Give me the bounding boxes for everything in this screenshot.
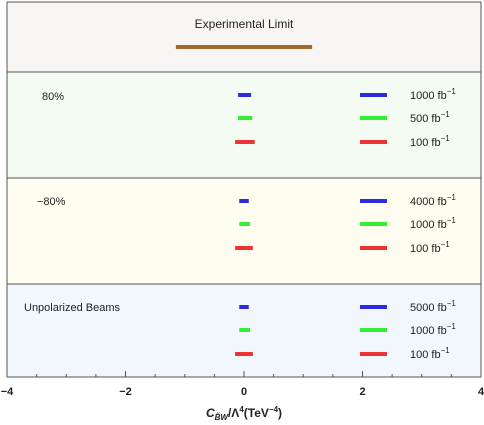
- x-tick-label: 4: [478, 386, 484, 398]
- limit-label: Experimental Limit: [195, 17, 294, 31]
- panel-80: [6, 71, 482, 179]
- legend-lumi-label: 1000 fb−1: [410, 322, 456, 337]
- legend-lumi-label: 100 fb−1: [410, 346, 450, 361]
- panel-label-80: 80%: [42, 91, 64, 103]
- legend-lumi-label: 1000 fb−1: [410, 87, 456, 102]
- x-tick-label: 2: [359, 386, 365, 398]
- legend-lumi-label: 5000 fb−1: [410, 299, 456, 314]
- limit-panel: [6, 1, 482, 73]
- legend-lumi-label: 500 fb−1: [410, 110, 450, 125]
- panel-minus-80: [6, 177, 482, 285]
- legend-lumi-label: 4000 fb−1: [410, 193, 456, 208]
- panel-label-unpolarized: Unpolarized Beams: [24, 302, 120, 314]
- panel-label-minus-80: −80%: [37, 196, 66, 208]
- legend-lumi-label: 1000 fb−1: [410, 216, 456, 231]
- x-tick-label: 0: [241, 386, 247, 398]
- x-tick-label: −2: [119, 386, 132, 398]
- x-tick-label: −4: [1, 386, 14, 398]
- legend-lumi-label: 100 fb−1: [410, 240, 450, 255]
- legend-lumi-label: 100 fb−1: [410, 134, 450, 149]
- x-axis-label: CB̃W/Λ4(TeV−4): [206, 405, 282, 422]
